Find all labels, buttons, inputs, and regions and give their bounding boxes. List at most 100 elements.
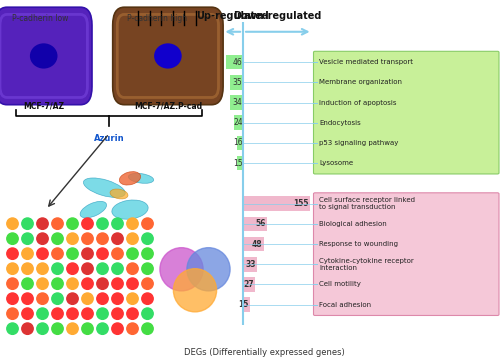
Text: 15: 15: [238, 300, 248, 309]
Text: 24: 24: [233, 118, 242, 127]
Circle shape: [142, 278, 153, 290]
Circle shape: [22, 248, 33, 259]
Circle shape: [7, 278, 18, 290]
Text: MCF-7/AZ.P-cad: MCF-7/AZ.P-cad: [134, 101, 202, 110]
Text: 27: 27: [243, 280, 254, 289]
Text: Vesicle mediated transport: Vesicle mediated transport: [319, 59, 413, 65]
Text: Endocytosis: Endocytosis: [319, 120, 361, 126]
Text: 35: 35: [233, 78, 242, 87]
Circle shape: [97, 218, 108, 229]
Circle shape: [7, 293, 18, 304]
Circle shape: [67, 218, 78, 229]
Ellipse shape: [84, 178, 125, 197]
Ellipse shape: [154, 43, 182, 69]
Circle shape: [127, 308, 138, 319]
Text: Membrane organization: Membrane organization: [319, 79, 402, 85]
Text: Azurin: Azurin: [94, 134, 124, 143]
Circle shape: [97, 248, 108, 259]
Text: Biological adhesion: Biological adhesion: [319, 221, 387, 227]
Circle shape: [67, 233, 78, 244]
Circle shape: [127, 293, 138, 304]
Circle shape: [37, 323, 48, 334]
Circle shape: [82, 248, 93, 259]
Circle shape: [67, 293, 78, 304]
Text: 15: 15: [233, 159, 242, 168]
Circle shape: [142, 323, 153, 334]
Circle shape: [112, 218, 123, 229]
Circle shape: [22, 293, 33, 304]
Text: 56: 56: [256, 219, 266, 228]
Circle shape: [22, 308, 33, 319]
Bar: [226, 55, 243, 69]
Circle shape: [7, 263, 18, 274]
Circle shape: [82, 278, 93, 290]
Circle shape: [97, 293, 108, 304]
Circle shape: [67, 263, 78, 274]
Text: P-cadherin high: P-cadherin high: [126, 14, 186, 23]
Circle shape: [37, 263, 48, 274]
Bar: [234, 116, 243, 130]
Bar: [243, 196, 310, 211]
Circle shape: [112, 293, 123, 304]
Bar: [230, 75, 243, 90]
Text: MCF-7/AZ: MCF-7/AZ: [23, 101, 64, 110]
Circle shape: [52, 308, 63, 319]
Ellipse shape: [30, 43, 58, 69]
Circle shape: [97, 233, 108, 244]
Circle shape: [52, 233, 63, 244]
Circle shape: [52, 218, 63, 229]
Circle shape: [127, 218, 138, 229]
Text: 48: 48: [252, 240, 263, 248]
Circle shape: [52, 248, 63, 259]
Circle shape: [82, 218, 93, 229]
Text: 46: 46: [233, 58, 242, 66]
Text: Cell surface receptor linked
to signal transduction: Cell surface receptor linked to signal t…: [319, 197, 415, 210]
Circle shape: [127, 323, 138, 334]
Text: 16: 16: [233, 139, 242, 147]
Circle shape: [7, 323, 18, 334]
Circle shape: [22, 263, 33, 274]
Circle shape: [112, 233, 123, 244]
Text: Up-regulated: Up-regulated: [196, 11, 269, 21]
Text: Focal adhesion: Focal adhesion: [319, 302, 371, 308]
Circle shape: [142, 263, 153, 274]
Text: Cytokine-cytokine receptor
Interaction: Cytokine-cytokine receptor Interaction: [319, 258, 414, 271]
Bar: [243, 277, 254, 292]
Circle shape: [97, 308, 108, 319]
Bar: [230, 95, 243, 110]
Ellipse shape: [120, 171, 141, 185]
Bar: [243, 297, 250, 312]
FancyBboxPatch shape: [0, 7, 92, 105]
Circle shape: [127, 233, 138, 244]
Circle shape: [82, 293, 93, 304]
Ellipse shape: [110, 189, 128, 199]
Text: P-cadherin low: P-cadherin low: [12, 14, 68, 23]
Text: 33: 33: [246, 260, 256, 269]
Circle shape: [160, 248, 203, 291]
Circle shape: [67, 323, 78, 334]
Text: DEGs (Differentially expressed genes): DEGs (Differentially expressed genes): [184, 348, 344, 357]
Circle shape: [7, 248, 18, 259]
Text: 34: 34: [233, 98, 242, 107]
Circle shape: [127, 278, 138, 290]
Circle shape: [142, 293, 153, 304]
Bar: [243, 257, 257, 271]
Circle shape: [127, 263, 138, 274]
Circle shape: [22, 218, 33, 229]
Ellipse shape: [80, 201, 106, 218]
Circle shape: [112, 323, 123, 334]
Text: Induction of apoptosis: Induction of apoptosis: [319, 100, 396, 105]
Circle shape: [67, 308, 78, 319]
Text: 155: 155: [293, 199, 308, 208]
Circle shape: [82, 263, 93, 274]
Bar: [243, 217, 267, 231]
Circle shape: [142, 308, 153, 319]
Circle shape: [97, 263, 108, 274]
Circle shape: [97, 323, 108, 334]
Circle shape: [67, 248, 78, 259]
Circle shape: [112, 308, 123, 319]
Circle shape: [37, 248, 48, 259]
Ellipse shape: [112, 200, 148, 219]
Circle shape: [37, 218, 48, 229]
Circle shape: [174, 269, 216, 312]
